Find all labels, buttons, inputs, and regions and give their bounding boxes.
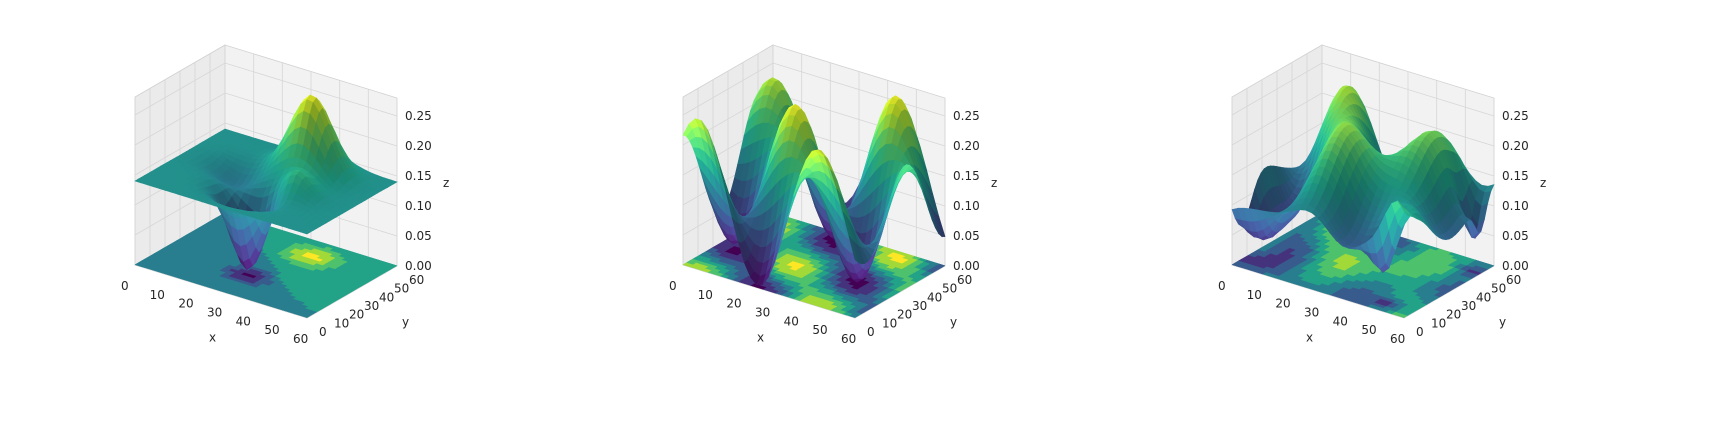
surface xyxy=(682,77,946,286)
y-tick-label: 50 xyxy=(1491,282,1506,296)
y-tick-label: 0 xyxy=(319,325,327,339)
y-tick-label: 30 xyxy=(912,299,927,313)
x-tick-label: 60 xyxy=(1390,332,1405,346)
z-tick-label: 0.25 xyxy=(1502,109,1529,123)
y-tick-label: 60 xyxy=(409,273,424,287)
x-tick-label: 30 xyxy=(1304,306,1319,320)
x-tick-label: 40 xyxy=(236,314,251,328)
y-tick-label: 10 xyxy=(1431,316,1446,330)
y-tick-label: 60 xyxy=(1506,273,1521,287)
z-axis-label: z xyxy=(1540,176,1546,190)
z-tick-label: 0.10 xyxy=(405,199,432,213)
x-tick-label: 20 xyxy=(178,297,193,311)
y-tick-label: 40 xyxy=(1476,290,1491,304)
y-axis-label: y xyxy=(950,315,957,329)
y-tick-label: 0 xyxy=(867,325,875,339)
z-tick-label: 0.10 xyxy=(953,199,980,213)
surface xyxy=(1231,85,1495,274)
z-tick-label: 0.15 xyxy=(405,169,432,183)
x-tick-label: 60 xyxy=(841,332,856,346)
x-tick-label: 0 xyxy=(1218,279,1226,293)
z-axis-label: z xyxy=(443,176,449,190)
y-tick-label: 50 xyxy=(394,282,409,296)
y-tick-label: 20 xyxy=(897,308,912,322)
x-tick-label: 30 xyxy=(755,306,770,320)
z-tick-label: 0.00 xyxy=(405,259,432,273)
y-tick-label: 20 xyxy=(1446,308,1461,322)
x-tick-label: 30 xyxy=(207,306,222,320)
z-tick-label: 0.20 xyxy=(405,139,432,153)
surface xyxy=(134,94,398,271)
z-tick-label: 0.15 xyxy=(953,169,980,183)
z-tick-label: 0.05 xyxy=(1502,229,1529,243)
z-axis-label: z xyxy=(991,176,997,190)
x-tick-label: 0 xyxy=(669,279,677,293)
x-tick-label: 10 xyxy=(150,288,165,302)
y-tick-label: 10 xyxy=(334,316,349,330)
z-tick-label: 0.00 xyxy=(1502,259,1529,273)
y-tick-label: 40 xyxy=(379,290,394,304)
y-tick-label: 30 xyxy=(1461,299,1476,313)
z-tick-label: 0.20 xyxy=(953,139,980,153)
x-tick-label: 20 xyxy=(726,297,741,311)
x-axis-label: x xyxy=(1306,331,1313,345)
y-tick-label: 30 xyxy=(364,299,379,313)
y-tick-label: 10 xyxy=(882,316,897,330)
y-tick-label: 20 xyxy=(349,308,364,322)
x-tick-label: 60 xyxy=(293,332,308,346)
x-axis-label: x xyxy=(757,331,764,345)
z-tick-label: 0.05 xyxy=(405,229,432,243)
y-tick-label: 40 xyxy=(927,290,942,304)
y-axis-label: y xyxy=(1499,315,1506,329)
x-axis-label: x xyxy=(209,331,216,345)
x-tick-label: 50 xyxy=(812,323,827,337)
z-tick-label: 0.20 xyxy=(1502,139,1529,153)
z-tick-label: 0.25 xyxy=(953,109,980,123)
y-tick-label: 50 xyxy=(942,282,957,296)
x-tick-label: 20 xyxy=(1275,297,1290,311)
x-tick-label: 50 xyxy=(1361,323,1376,337)
z-tick-label: 0.25 xyxy=(405,109,432,123)
x-tick-label: 10 xyxy=(1247,288,1262,302)
z-tick-label: 0.10 xyxy=(1502,199,1529,213)
y-tick-label: 60 xyxy=(957,273,972,287)
x-tick-label: 50 xyxy=(264,323,279,337)
z-tick-label: 0.05 xyxy=(953,229,980,243)
y-tick-label: 0 xyxy=(1416,325,1424,339)
x-tick-label: 40 xyxy=(784,314,799,328)
x-tick-label: 10 xyxy=(698,288,713,302)
x-tick-label: 0 xyxy=(121,279,129,293)
z-tick-label: 0.00 xyxy=(953,259,980,273)
z-tick-label: 0.15 xyxy=(1502,169,1529,183)
x-tick-label: 40 xyxy=(1333,314,1348,328)
y-axis-label: y xyxy=(402,315,409,329)
